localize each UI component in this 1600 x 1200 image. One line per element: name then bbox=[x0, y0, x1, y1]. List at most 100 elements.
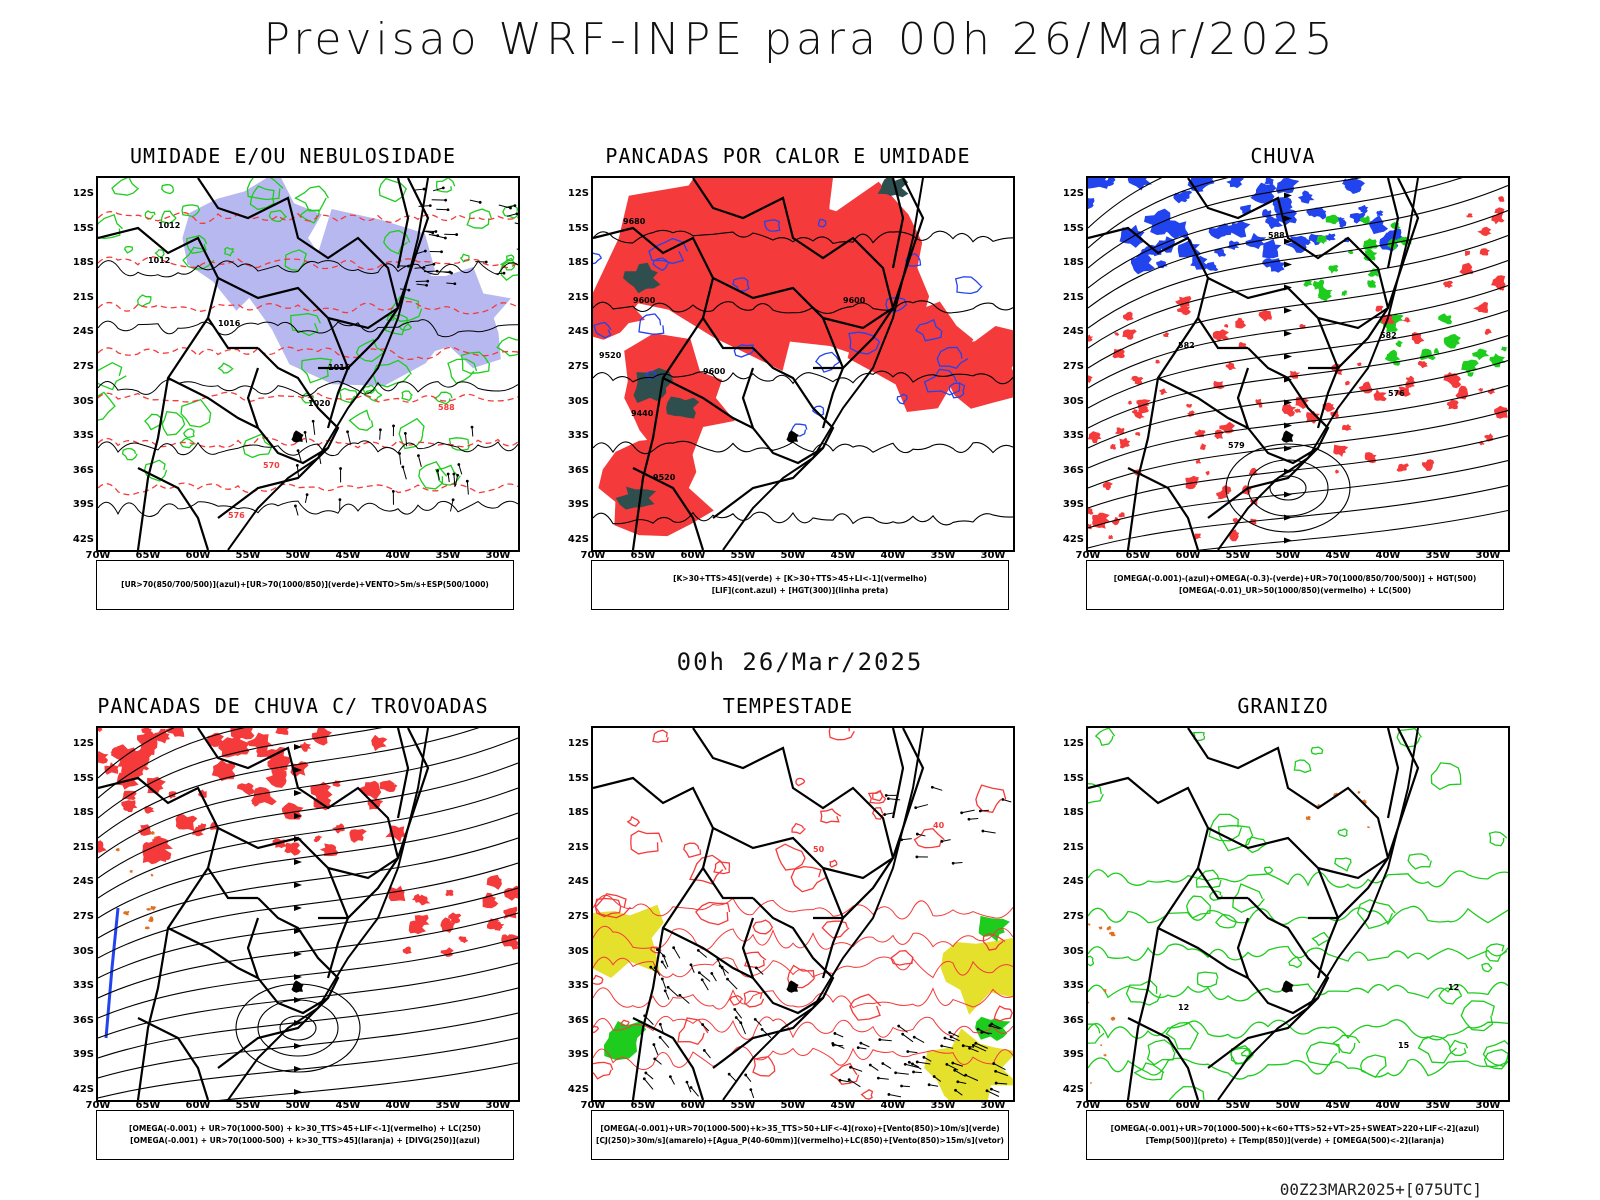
lat-tick-label: 24S bbox=[567, 876, 589, 888]
wind-vector-head bbox=[689, 963, 693, 967]
map-frame: 9680 9600 9520 9600 9440 9520 9600 bbox=[591, 176, 1015, 552]
lavender-area bbox=[397, 266, 511, 369]
streamline bbox=[98, 1037, 518, 1099]
orange-area bbox=[123, 910, 130, 916]
border-line bbox=[692, 728, 895, 920]
streamline bbox=[1088, 334, 1508, 429]
red-area bbox=[1484, 328, 1492, 335]
wind-vector bbox=[980, 809, 989, 812]
green-contour bbox=[1448, 1039, 1469, 1056]
lat-tick-label: 18S bbox=[567, 807, 589, 819]
wind-vector bbox=[902, 1033, 914, 1043]
lat-tick-label: 42S bbox=[72, 534, 94, 545]
red-area bbox=[1491, 213, 1505, 225]
wind-arrow-head bbox=[428, 204, 432, 208]
lon-tick-label: 35W bbox=[435, 1100, 461, 1111]
wind-vector-head bbox=[897, 1024, 901, 1028]
contour-label: 9600 bbox=[703, 367, 726, 376]
wind-vector-head bbox=[701, 1023, 705, 1026]
streamline bbox=[98, 912, 518, 999]
lat-tick-label: 27S bbox=[567, 361, 589, 372]
orange-area bbox=[148, 916, 154, 923]
red-contour bbox=[752, 1055, 776, 1077]
lat-tick-label: 33S bbox=[567, 430, 589, 442]
green-contour bbox=[398, 417, 425, 450]
wind-vector-head bbox=[652, 1043, 656, 1046]
lon-tick-label: 65W bbox=[1125, 1100, 1151, 1111]
wind-arrow-head bbox=[423, 249, 427, 253]
streamline bbox=[1088, 309, 1508, 409]
lat-tick-label: 33S bbox=[1062, 980, 1084, 992]
red-area bbox=[1155, 359, 1161, 364]
wind-arrow bbox=[466, 481, 469, 495]
contour-label: 9440 bbox=[631, 409, 654, 418]
lon-tick-label: 35W bbox=[930, 550, 956, 561]
blue-area bbox=[1297, 190, 1315, 204]
wind-vector bbox=[895, 1072, 909, 1075]
wind-vector bbox=[690, 964, 695, 973]
green-contour bbox=[294, 185, 329, 212]
map-canvas: 12 12 15 bbox=[1088, 728, 1508, 1100]
streamline bbox=[98, 887, 518, 979]
wind-vector-head bbox=[914, 806, 918, 810]
lon-tick-label: 70W bbox=[1075, 550, 1101, 561]
wind-arrow-head bbox=[339, 467, 342, 470]
red-area bbox=[98, 751, 109, 764]
red-area bbox=[1421, 459, 1435, 471]
wind-arrow-head bbox=[451, 498, 455, 502]
green-contour bbox=[1088, 869, 1508, 889]
red-dashed-contour bbox=[98, 391, 518, 403]
border-line bbox=[217, 827, 350, 919]
green-contour bbox=[98, 213, 123, 240]
green-contour bbox=[161, 410, 186, 436]
lat-tick-label: 12S bbox=[72, 738, 94, 749]
stream-arrow bbox=[294, 1043, 302, 1049]
lat-tick-label: 15S bbox=[567, 772, 589, 784]
wind-vector-head bbox=[660, 977, 664, 981]
green-contour bbox=[1305, 1041, 1341, 1066]
wind-arrow-head bbox=[417, 454, 420, 457]
teal-area bbox=[877, 178, 909, 198]
red-area bbox=[141, 728, 154, 736]
contour-label: 40 bbox=[933, 821, 945, 830]
red-contour bbox=[975, 784, 1007, 814]
yellow-area bbox=[593, 904, 664, 978]
lon-tick-label: 55W bbox=[235, 550, 261, 561]
green-contour bbox=[224, 246, 235, 257]
lat-tick-label: 33S bbox=[72, 430, 94, 442]
red-area bbox=[1108, 534, 1113, 539]
blue-area bbox=[1376, 210, 1384, 216]
wind-vector bbox=[643, 1078, 654, 1090]
lat-tick-label: 42S bbox=[1062, 1084, 1084, 1095]
red-area bbox=[1443, 280, 1454, 289]
lon-tick-label: 55W bbox=[730, 1100, 756, 1111]
isobar bbox=[98, 500, 518, 517]
wind-vector bbox=[954, 1069, 966, 1077]
wind-vector-head bbox=[856, 1046, 860, 1050]
blue-area bbox=[1105, 178, 1116, 187]
lat-tick-label: 36S bbox=[567, 464, 589, 476]
border-line bbox=[891, 178, 905, 269]
wind-vector-head bbox=[831, 1043, 835, 1047]
border-line bbox=[632, 467, 705, 550]
wind-arrow-head bbox=[398, 452, 401, 455]
green-area bbox=[1438, 313, 1452, 325]
green-contour bbox=[1215, 913, 1238, 929]
streamline bbox=[1088, 178, 1363, 269]
wind-vector-head bbox=[689, 1086, 693, 1089]
wind-vector-head bbox=[660, 960, 664, 964]
wind-vector-head bbox=[915, 832, 919, 836]
lat-tick-label: 27S bbox=[567, 911, 589, 922]
panel-chuva: CHUVA 588 582 579 576 582 12S 15S 18S 21S 24S 27S… bbox=[1048, 144, 1518, 648]
panel-title: CHUVA bbox=[1250, 144, 1316, 168]
wind-vector-head bbox=[948, 1031, 952, 1034]
wind-vector bbox=[702, 1024, 710, 1032]
green-contour bbox=[460, 351, 490, 374]
red-area bbox=[445, 889, 454, 897]
green-area bbox=[1312, 279, 1325, 291]
lon-tick-label: 40W bbox=[880, 1100, 906, 1111]
red-area bbox=[160, 849, 172, 861]
wind-vector bbox=[882, 1063, 892, 1069]
red-contour bbox=[593, 956, 1013, 979]
red-area bbox=[1193, 533, 1202, 540]
